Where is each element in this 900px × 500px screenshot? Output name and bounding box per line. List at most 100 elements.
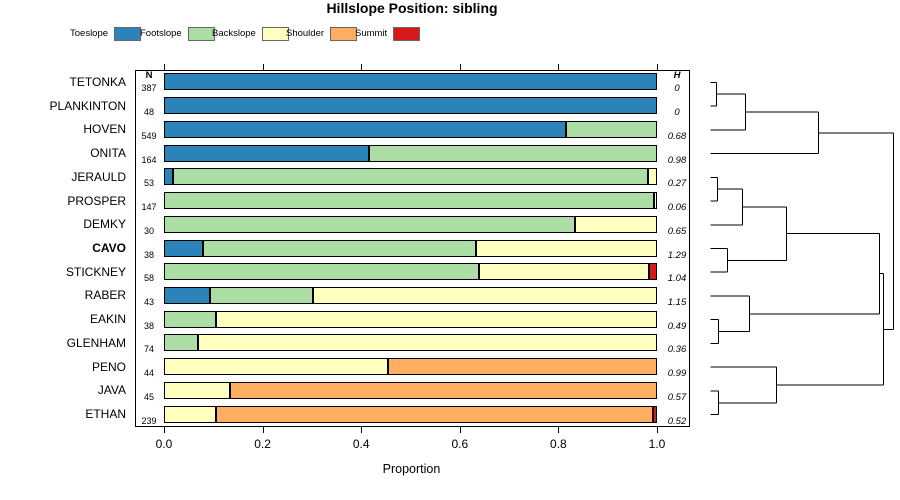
x-tick-label: 0.0 — [155, 437, 173, 451]
x-tick-label: 0.6 — [451, 437, 469, 451]
bar-segment — [164, 334, 198, 352]
n-value: 58 — [143, 273, 154, 284]
x-tick-label: 0.2 — [254, 437, 271, 451]
bar-segment — [164, 215, 575, 233]
h-value: 1.29 — [667, 249, 687, 261]
h-value: 0.99 — [667, 368, 687, 380]
bar-segment — [164, 381, 230, 399]
row-label: EAKIN — [89, 312, 126, 327]
plot-frame — [135, 70, 690, 427]
bar-segment — [164, 97, 657, 115]
bar-segment — [197, 334, 657, 352]
bar — [164, 144, 657, 162]
x-tick-label: 1.0 — [648, 437, 666, 451]
bar — [164, 405, 657, 423]
legend-item: Footslope — [140, 26, 215, 41]
x-tick — [262, 427, 264, 433]
bar-segment — [229, 381, 657, 399]
bar — [164, 73, 657, 91]
legend-label: Toeslope — [70, 28, 109, 39]
x-tick — [657, 64, 658, 70]
row-label: JERAULD — [71, 169, 126, 184]
bar-segment — [215, 310, 657, 328]
bar-segment — [478, 263, 649, 281]
legend-swatch — [330, 26, 358, 41]
row-label: STICKNEY — [65, 264, 126, 279]
h-value: 0 — [674, 83, 680, 95]
bar — [164, 239, 657, 257]
h-value: 0.68 — [667, 130, 687, 142]
bar — [164, 192, 657, 210]
n-value: 38 — [143, 249, 154, 260]
bar-segment — [164, 286, 210, 304]
row-label: CAVO — [92, 241, 126, 255]
bar-segment — [368, 144, 657, 162]
bar-segment — [164, 358, 389, 376]
x-tick — [164, 427, 165, 433]
x-axis-label: Proportion — [382, 462, 441, 476]
row-label: ETHAN — [85, 407, 126, 422]
n-value: 164 — [141, 154, 157, 165]
legend-label: Footslope — [140, 28, 182, 39]
legend-label: Summit — [355, 28, 388, 39]
x-tick — [361, 64, 363, 70]
bar — [164, 120, 657, 138]
n-value: 43 — [143, 296, 154, 307]
row-label: RABER — [84, 288, 126, 303]
h-value: 0 — [674, 107, 680, 119]
bar-segment — [164, 405, 216, 423]
x-tick-label: 0.8 — [550, 437, 567, 451]
bar-segment — [565, 120, 657, 138]
row-label: ONITA — [90, 146, 126, 161]
n-value: 239 — [141, 415, 157, 426]
n-value: 45 — [143, 391, 154, 402]
n-value: 387 — [141, 83, 157, 94]
h-value: 1.04 — [667, 273, 687, 285]
n-value: 53 — [143, 178, 154, 189]
legend-swatch — [393, 26, 421, 41]
bar-segment — [164, 263, 479, 281]
bar-segment — [164, 310, 216, 328]
h-value: 0.49 — [667, 320, 687, 332]
bar — [164, 97, 657, 115]
h-value: 0.57 — [667, 391, 687, 403]
legend-item: Toeslope — [70, 26, 142, 41]
row-label: GLENHAM — [66, 335, 126, 350]
h-column-header: H — [673, 70, 681, 81]
bar-segment — [475, 239, 657, 257]
bar-segment — [202, 239, 476, 257]
n-value: 549 — [141, 130, 157, 141]
bar-segment — [648, 263, 657, 281]
h-value: 0.52 — [667, 415, 687, 427]
h-value: 0.65 — [667, 225, 687, 237]
n-value: 147 — [141, 202, 157, 213]
bar — [164, 215, 657, 233]
n-value: 30 — [143, 225, 154, 236]
h-value: 0.36 — [667, 344, 687, 356]
n-value: 44 — [143, 368, 154, 379]
legend-label: Shoulder — [286, 28, 325, 39]
legend-item: Summit — [355, 26, 421, 41]
row-label: PENO — [91, 359, 126, 374]
dendrogram — [710, 81, 894, 416]
x-tick — [558, 64, 560, 70]
x-tick — [262, 64, 264, 70]
row-label: DEMKY — [83, 217, 126, 232]
bar — [164, 334, 657, 352]
bar-segment — [312, 286, 657, 304]
bar-segment — [215, 405, 654, 423]
bar-segment — [164, 144, 369, 162]
bar-segment — [164, 168, 174, 186]
x-tick — [558, 427, 560, 433]
bar-segment — [647, 168, 657, 186]
bar-segment — [164, 192, 654, 210]
row-label: JAVA — [97, 383, 126, 398]
h-value: 0.98 — [667, 154, 687, 166]
legend-item: Shoulder — [286, 26, 358, 41]
x-tick — [361, 427, 363, 433]
bar-segment — [209, 286, 313, 304]
legend-swatch — [114, 26, 142, 41]
bar-segment — [164, 120, 566, 138]
chart-title: Hillslope Position: sibling — [326, 0, 498, 16]
